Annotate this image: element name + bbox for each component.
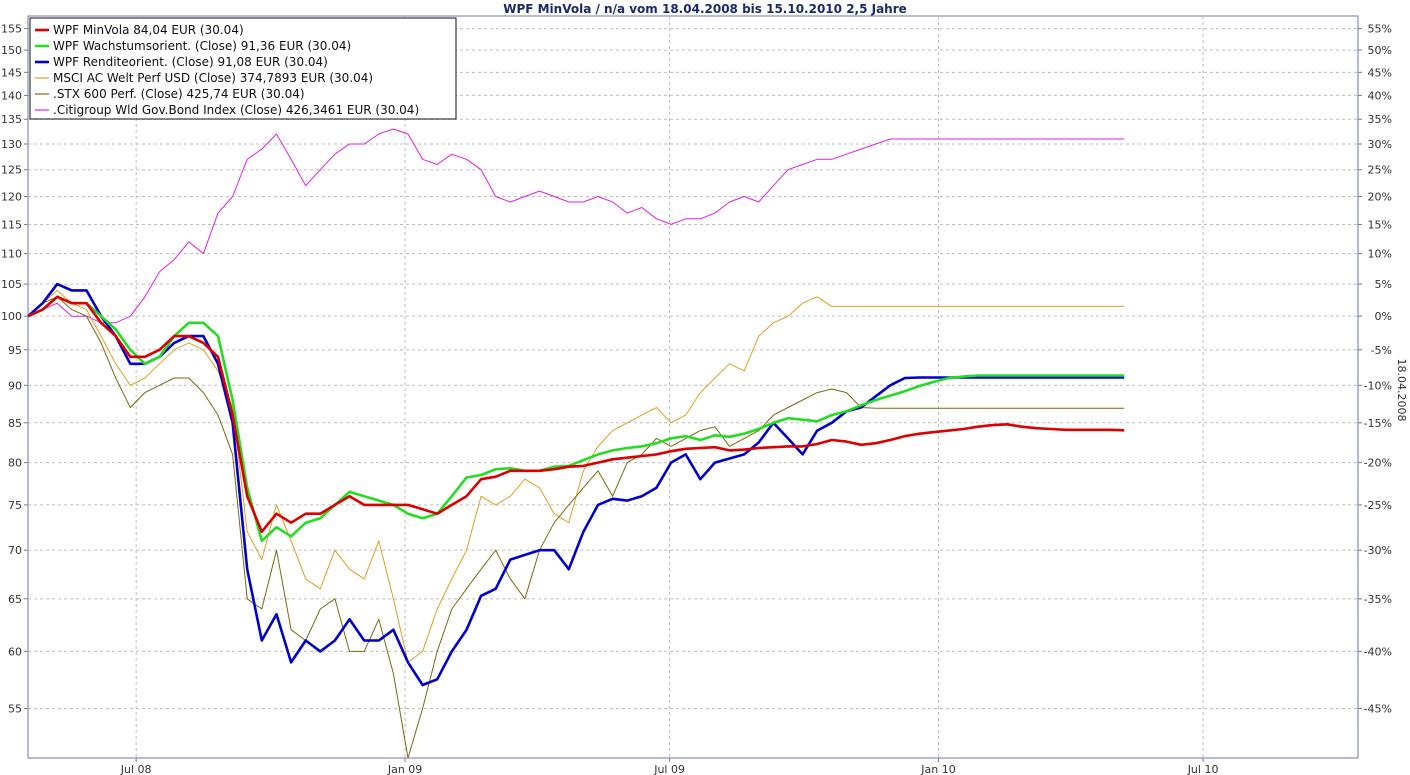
y-axis-left: 55 60 65 70 75 80 85 90 95 100 105 110 115 120 125 130 1… [1, 23, 28, 715]
y-tick-label-left: 135 [1, 113, 22, 126]
y-tick-label-left: 120 [1, 191, 22, 204]
y-tick-label-right: 30% [1368, 138, 1392, 151]
y-tick-label-right: -35% [1364, 593, 1392, 606]
x-tick-label: Jul 08 [120, 763, 152, 775]
chart-title: WPF MinVola / n/a vom 18.04.2008 bis 15.… [503, 2, 907, 16]
legend: WPF MinVola 84,04 EUR (30.04) WPF Wachstu… [29, 17, 457, 120]
y-tick-label-right: 0% [1375, 310, 1392, 323]
legend-label: .Citigroup Wld Gov.Bond Index (Close) 42… [53, 103, 419, 117]
y-tick-label-right: 35% [1368, 113, 1392, 126]
series-line [27, 128, 1125, 324]
y-tick-label-left: 60 [8, 645, 22, 658]
legend-label: WPF Renditeorient. (Close) 91,08 EUR (30… [53, 55, 328, 69]
y-tick-label-left: 70 [8, 544, 22, 557]
side-date-label: 18.04.2008 [1395, 359, 1408, 422]
y-tick-label-left: 55 [8, 702, 22, 715]
y-tick-label-right: 15% [1368, 218, 1392, 231]
y-tick-label-left: 110 [1, 248, 22, 261]
y-tick-label-left: 90 [8, 379, 22, 392]
y-tick-label-left: 150 [1, 44, 22, 57]
series-line [27, 295, 1125, 534]
legend-label: .STX 600 Perf. (Close) 425,74 EUR (30.04… [53, 87, 305, 101]
y-tick-label-right: -5% [1371, 344, 1392, 357]
y-tick-label-right: 5% [1375, 278, 1392, 291]
y-tick-label-right: 55% [1368, 23, 1392, 36]
x-tick-label: Jan 09 [387, 763, 422, 775]
y-tick-label-left: 65 [8, 593, 22, 606]
y-tick-label-right: 40% [1368, 89, 1392, 102]
y-tick-label-left: 115 [1, 218, 22, 231]
x-tick-label: Jul 09 [653, 763, 685, 775]
y-tick-label-right: -15% [1364, 417, 1392, 430]
y-tick-label-left: 130 [1, 138, 22, 151]
y-axis-right: -45% -40% -35% -30% -25% -20% -15% -10% -5% 0% 5% 1… [1358, 23, 1392, 715]
y-tick-label-left: 105 [1, 278, 22, 291]
y-tick-label-left: 145 [1, 66, 22, 79]
legend-label: WPF MinVola 84,04 EUR (30.04) [53, 23, 244, 37]
y-tick-label-right: 50% [1368, 44, 1392, 57]
y-tick-label-right: -25% [1364, 499, 1392, 512]
y-tick-label-right: 45% [1368, 66, 1392, 79]
legend-box [29, 17, 457, 120]
y-tick-label-left: 75 [8, 499, 22, 512]
y-tick-label-left: 80 [8, 457, 22, 470]
y-tick-label-left: 140 [1, 89, 22, 102]
series-line [27, 296, 1125, 759]
y-tick-label-left: 85 [8, 417, 22, 430]
y-tick-label-right: -30% [1364, 544, 1392, 557]
y-tick-label-right: -40% [1364, 645, 1392, 658]
y-tick-label-left: 100 [1, 310, 22, 323]
x-tick-label: Jul 10 [1187, 763, 1219, 775]
y-tick-label-right: -10% [1364, 379, 1392, 392]
y-tick-label-left: 125 [1, 164, 22, 177]
series-lines [27, 128, 1125, 759]
y-tick-label-right: 20% [1368, 191, 1392, 204]
plot-area [27, 15, 1359, 759]
y-tick-label-left: 155 [1, 23, 22, 36]
legend-label: MSCI AC Welt Perf USD (Close) 374,7893 E… [53, 71, 373, 85]
series-line [27, 295, 1125, 543]
x-tick-label: Jan 10 [920, 763, 955, 775]
y-tick-label-right: 10% [1368, 248, 1392, 261]
y-tick-label-left: 95 [8, 344, 22, 357]
x-axis: Jul 08 Jan 09 Jul 09 Jan 10 Jul 10 [120, 758, 1219, 775]
legend-label: WPF Wachstumsorient. (Close) 91,36 EUR (… [53, 39, 351, 53]
y-tick-label-right: -20% [1364, 457, 1392, 470]
y-tick-label-right: 25% [1368, 164, 1392, 177]
y-tick-label-right: -45% [1364, 702, 1392, 715]
grid [28, 16, 1358, 758]
